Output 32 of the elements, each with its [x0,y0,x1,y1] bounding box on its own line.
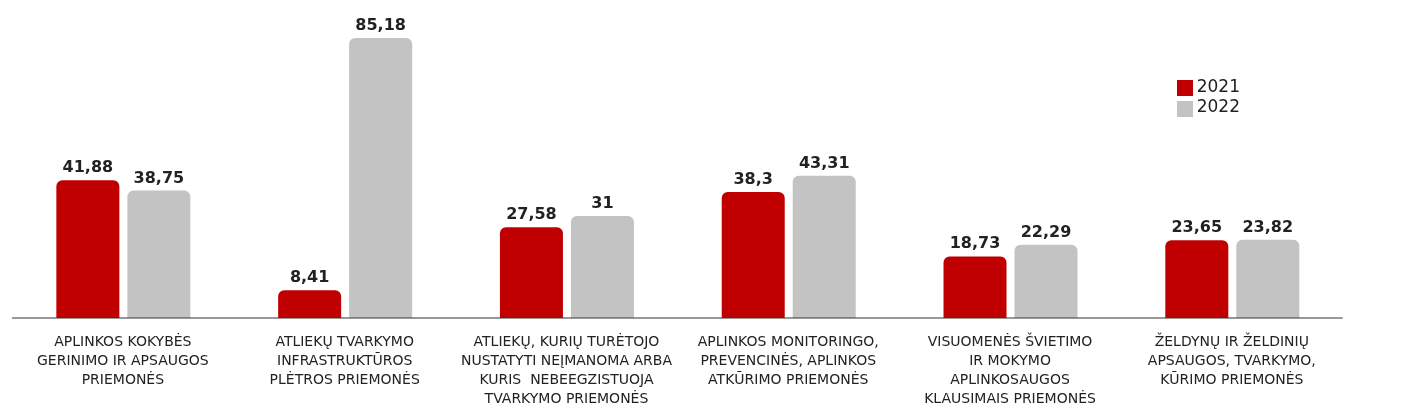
data-label: 43,31 [798,152,850,172]
data-label: 85,18 [355,15,406,34]
bar [1014,244,1078,318]
legend-label: 2022 [1196,96,1240,117]
bar [943,256,1007,318]
bar [1165,240,1229,318]
data-label: 27,58 [506,204,557,224]
data-label: 38,75 [133,167,185,187]
x-tick-label: APLINKOS MONITORINGO, PREVENCINĖS, APLINKOS ATKŪRIMO PRIEMONĖS [697,333,879,387]
x-tick-label: ATLIEKŲ TVARKYMO INFRASTRUKTŪROS PLĖTROS PRIEMONĖS [269,333,420,387]
data-label: 31 [591,193,614,213]
data-label: 8,41 [289,267,330,287]
bar [499,227,563,318]
x-tick-label: APLINKOS KOKYBĖS GERINIMO IR APSAUGOS PRIEMONĖS [37,332,209,387]
data-label: 38,3 [733,169,773,189]
data-label: 23,65 [1171,217,1223,237]
bar [721,192,785,318]
x-tick-label: VISUOMENĖS ŠVIETIMO IR MOKYMO APLINKOSAUGOS KLAUSIMAIS PRIEMONĖS [924,332,1097,406]
bar [56,180,120,318]
data-label: 18,73 [949,233,1001,253]
bar [127,190,191,318]
bar [792,175,856,318]
data-label: 23,82 [1242,216,1294,236]
bar [1236,239,1300,318]
bar [349,38,413,318]
data-label: 22,29 [1020,221,1072,241]
bar [570,216,634,318]
bar [278,290,342,318]
data-label: 41,88 [62,157,114,177]
legend-label: 2021 [1196,76,1240,96]
x-tick-label: ATLIEKŲ, KURIŲ TURĖTOJO NUSTATYTI NEĮMANOMA ARBA KURIS NEBEEGZISTUOJA TVARKYMO PRIEMONĖS [460,332,673,406]
x-tick-label: ŽELDYNŲ IR ŽELDINIŲ APSAUGOS, TVARKYMO, KŪRIMO PRIEMONĖS [1147,332,1316,387]
